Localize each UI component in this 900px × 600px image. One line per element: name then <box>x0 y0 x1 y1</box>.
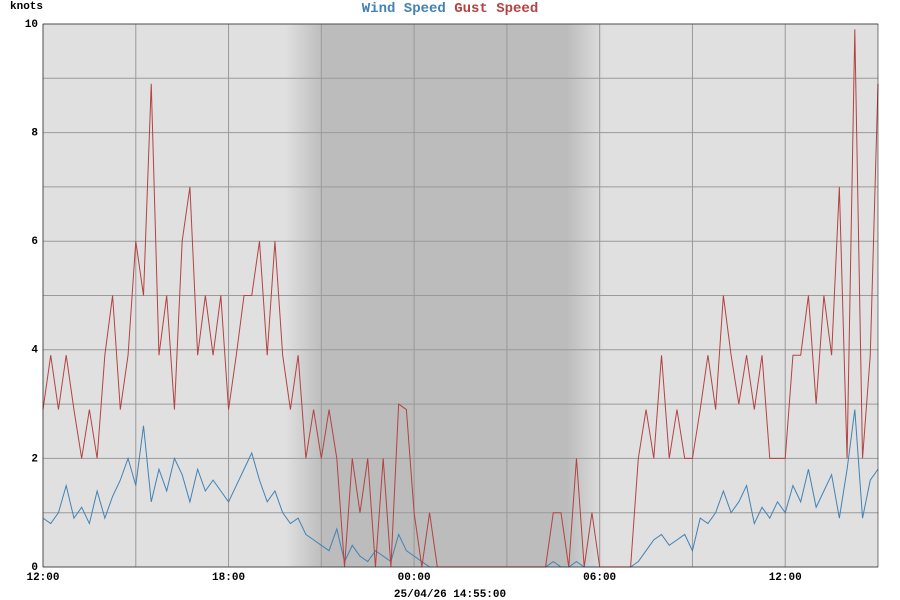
x-tick-label: 06:00 <box>583 572 616 584</box>
y-tick-label: 0 <box>31 562 38 574</box>
y-tick-label: 2 <box>31 453 38 465</box>
legend-entry: Gust Speed <box>454 1 538 17</box>
y-axis-label: knots <box>10 1 43 13</box>
y-tick-label: 10 <box>25 19 38 31</box>
x-tick-label: 18:00 <box>212 572 245 584</box>
x-tick-label: 12:00 <box>769 572 802 584</box>
x-axis-label: 25/04/26 14:55:00 <box>394 589 506 600</box>
y-tick-label: 6 <box>31 236 38 248</box>
x-tick-label: 12:00 <box>26 572 59 584</box>
y-tick-label: 4 <box>31 345 38 357</box>
y-tick-label: 8 <box>31 128 38 140</box>
x-tick-label: 00:00 <box>398 572 431 584</box>
plot-border <box>42 23 879 568</box>
legend-entry: Wind Speed <box>362 1 446 17</box>
legend: Wind Speed Gust Speed <box>362 1 538 17</box>
